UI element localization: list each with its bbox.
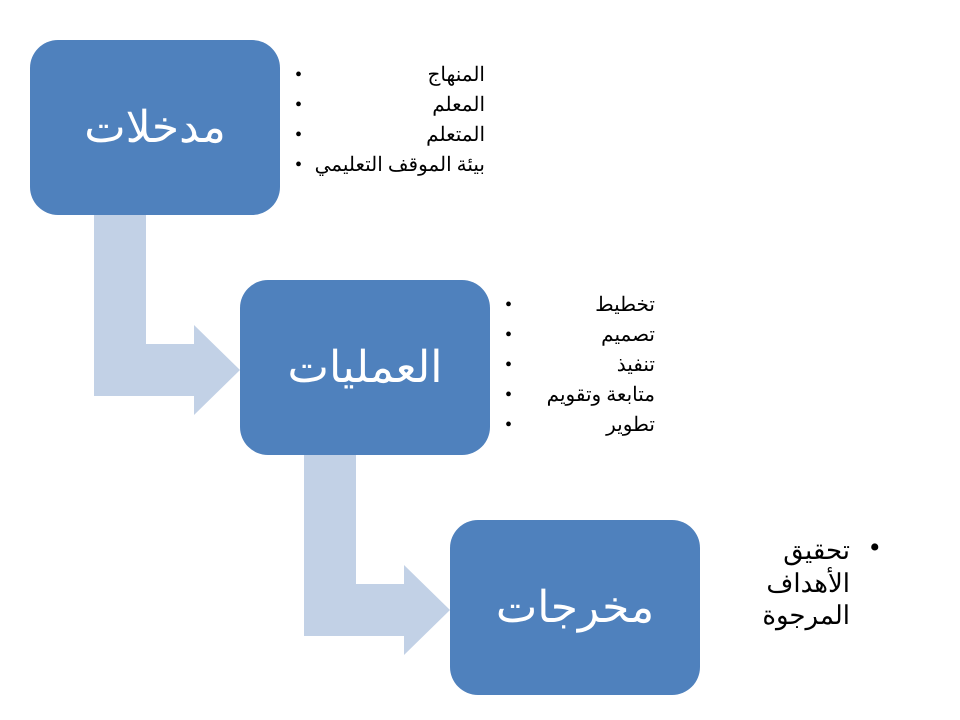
node-processes: العمليات: [240, 280, 490, 455]
bullets-processes: تخطيطتصميمتنفيذمتابعة وتقويمتطوير: [505, 290, 655, 440]
diagram-stage: مدخلات المنهاجالمعلمالمتعلمبيئة الموقف ا…: [0, 0, 960, 720]
bullets-inputs-list: المنهاجالمعلمالمتعلمبيئة الموقف التعليمي: [295, 60, 485, 180]
bullets-outputs: تحقيق الأهداف المرجوة: [730, 535, 880, 633]
bullet-item: متابعة وتقويم: [505, 380, 655, 410]
bullets-inputs: المنهاجالمعلمالمتعلمبيئة الموقف التعليمي: [295, 60, 485, 180]
node-outputs-label: مخرجات: [496, 582, 654, 633]
bullet-item: المنهاج: [295, 60, 485, 90]
bullet-item: تنفيذ: [505, 350, 655, 380]
bullets-processes-list: تخطيطتصميمتنفيذمتابعة وتقويمتطوير: [505, 290, 655, 440]
node-processes-label: العمليات: [288, 342, 443, 393]
bullets-outputs-list: تحقيق الأهداف المرجوة: [730, 535, 880, 633]
node-inputs-label: مدخلات: [84, 102, 226, 153]
bullet-item: بيئة الموقف التعليمي: [295, 150, 485, 180]
bullet-item: المتعلم: [295, 120, 485, 150]
bullet-item: تخطيط: [505, 290, 655, 320]
node-outputs: مخرجات: [450, 520, 700, 695]
bullet-item: تحقيق الأهداف المرجوة: [730, 535, 880, 633]
bullet-item: تصميم: [505, 320, 655, 350]
bullet-item: تطوير: [505, 410, 655, 440]
bullet-item: المعلم: [295, 90, 485, 120]
node-inputs: مدخلات: [30, 40, 280, 215]
arrow-2-path: [304, 455, 450, 655]
